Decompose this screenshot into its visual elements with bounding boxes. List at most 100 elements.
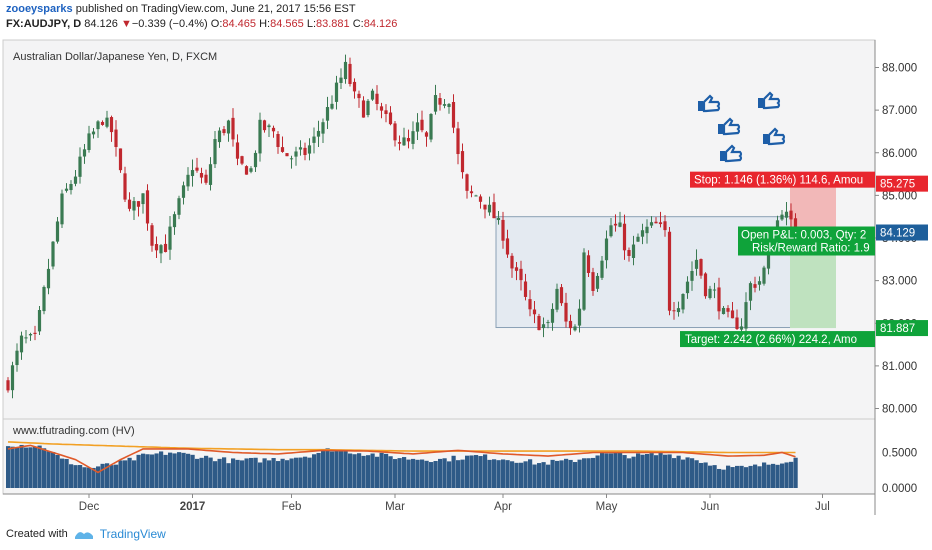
risk-reward-zones[interactable] [790,183,836,329]
hv-bar [348,453,353,488]
candle-body [10,365,15,391]
svg-text:85.275: 85.275 [880,179,915,191]
hv-bar [289,458,294,488]
hv-bar [172,453,177,488]
tradingview-brand[interactable]: TradingView [99,527,166,541]
candle-body [483,204,487,210]
price-tick-label: 80.000 [882,404,917,416]
target-box[interactable]: Target: 2.242 (2.66%) 224.2, Amo [680,331,875,348]
hv-bar [460,459,465,488]
candle-body [528,299,532,310]
candle-body [460,151,465,173]
hv-bar [532,464,537,488]
candle-body [132,201,136,211]
hv-bar [586,458,591,488]
hv-bar [649,453,654,488]
candle-body [330,103,334,109]
hv-bar [6,446,11,488]
hv-bar [28,447,33,488]
hv-bar [109,465,114,488]
candle-body [262,120,267,131]
hv-bar [469,455,474,488]
position-info-box[interactable]: Open P&L: 0.003, Qty: 2 Risk/Reward Rati… [738,226,875,256]
candle-body [73,176,78,184]
candle-body [24,337,28,339]
candle-body [172,214,177,228]
candle-body [114,129,118,148]
time-ticks: Dec 2017 Feb Mar Apr May Jun Jul [79,494,830,513]
candle-body [532,309,537,315]
candle-body [541,324,546,329]
hv-bar [730,467,735,488]
candle-body [501,219,505,241]
low-value: 83.881 [316,18,350,30]
candle-body [15,350,19,366]
candle-body [654,221,658,224]
candle-body [51,241,55,267]
candle-body [577,308,582,326]
candle-body [123,173,127,200]
candle-body [721,307,726,315]
hv-bar [163,454,168,488]
hv-bar [24,447,29,488]
hv-bar [595,455,600,488]
candle-body [631,244,636,258]
candle-body [609,225,613,237]
candle-body [379,106,384,111]
candle-body [19,335,24,353]
hv-bar [456,460,461,488]
hv-bar [235,459,240,488]
candle-body [730,310,735,319]
candle-body [244,166,249,175]
candle-body [37,309,42,332]
hv-bar [447,461,452,488]
hv-bar [118,460,123,488]
hv-bar [622,455,627,488]
hv-bar [276,461,281,488]
candle-body [249,168,253,172]
candle-body [231,117,235,140]
hv-bar [604,453,609,488]
stop-box[interactable]: Stop: 1.146 (1.36%) 114.6, Amou [690,171,875,188]
hv-bar [96,466,101,488]
candle-body [726,308,730,312]
candle-body [613,223,618,226]
target-price-label: 81.887 [876,320,928,337]
hv-bar [420,459,425,488]
hv-bar [397,458,402,488]
hv-bar [780,463,785,488]
hv-bar [321,449,326,488]
hv-bar [154,453,159,488]
hv-bar [483,454,488,488]
hv-bar [757,466,762,488]
candle-body [474,195,478,197]
hv-bar [370,453,375,488]
candle-body [235,142,240,159]
candle-body [195,167,199,171]
candle-body [496,217,501,221]
footer: Created with TradingView [6,527,166,541]
hv-bar [298,457,303,488]
author-link[interactable]: zooeysparks [6,3,73,15]
hv-bar [222,457,227,488]
candle-body [780,214,784,220]
hv-bar [51,451,56,488]
candle-body [258,119,262,154]
candle-body [676,308,681,313]
candle-body [586,255,591,273]
hv-bar [393,459,398,488]
close-label: C: [352,18,364,30]
hv-bar [114,464,119,488]
hv-bar [784,462,789,488]
candle-body [217,130,222,143]
hv-bar [330,451,335,488]
candle-body [289,158,294,160]
candle-body [555,288,559,310]
hv-bar [384,453,389,488]
hv-bar [33,446,38,488]
hv-bar [600,452,605,488]
hv-bar [721,469,726,488]
stop-zone [790,183,836,233]
hv-bar [105,463,110,488]
